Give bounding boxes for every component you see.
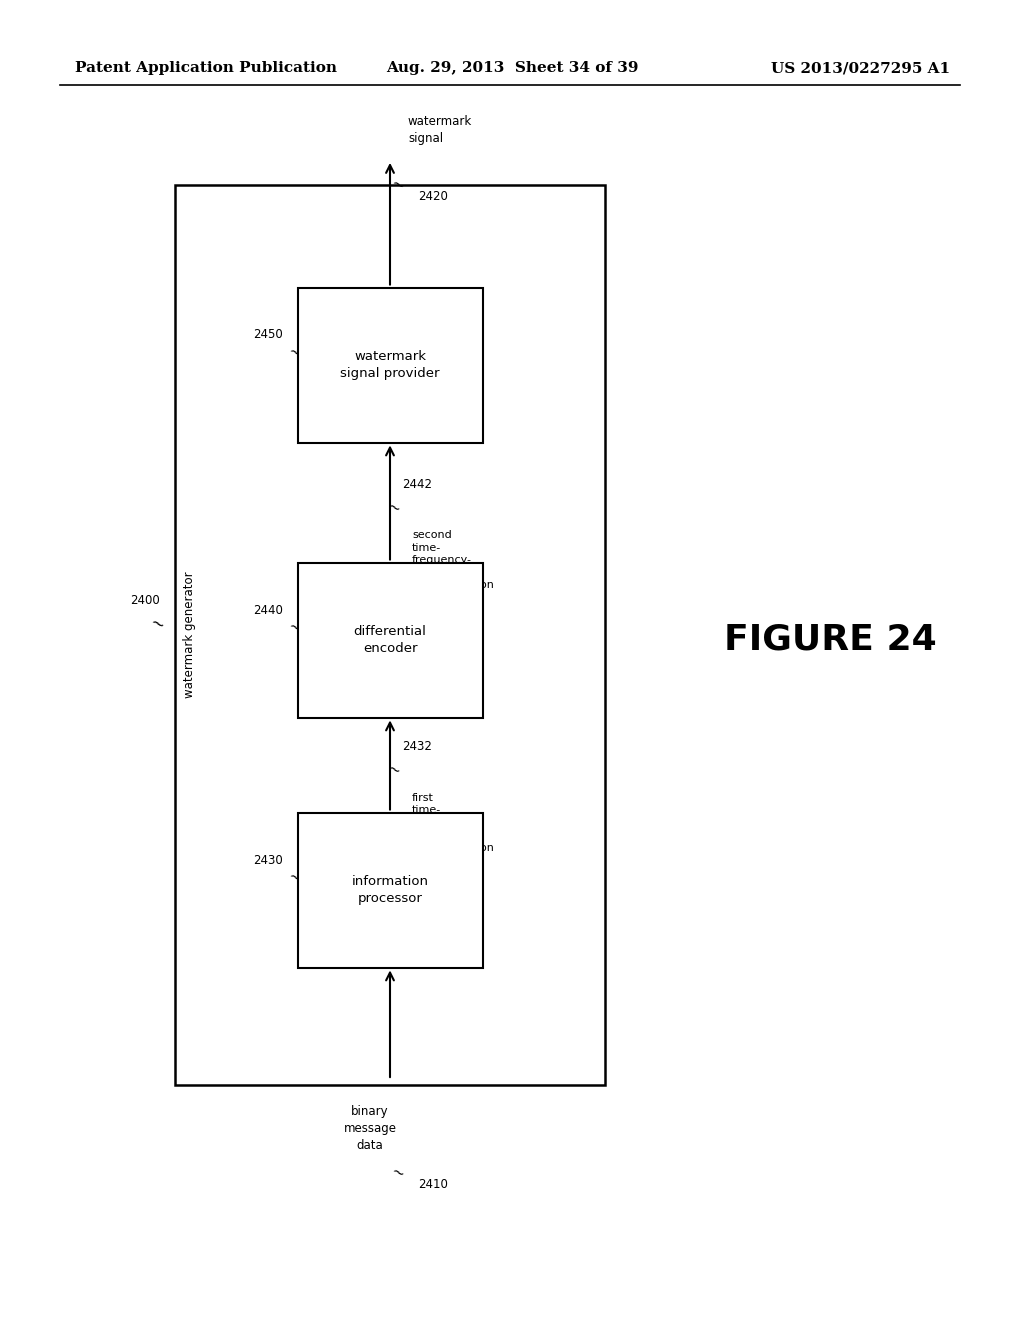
- Text: ~: ~: [286, 343, 303, 363]
- Text: ~: ~: [389, 1163, 407, 1183]
- Text: ~: ~: [385, 760, 403, 780]
- Text: 2410: 2410: [418, 1179, 447, 1192]
- Text: Aug. 29, 2013  Sheet 34 of 39: Aug. 29, 2013 Sheet 34 of 39: [386, 61, 638, 75]
- Text: watermark
signal: watermark signal: [408, 115, 472, 145]
- Text: Patent Application Publication: Patent Application Publication: [75, 61, 337, 75]
- Text: watermark
signal provider: watermark signal provider: [340, 350, 439, 380]
- Text: 2450: 2450: [253, 329, 283, 342]
- Text: ~: ~: [385, 498, 403, 517]
- Text: 2442: 2442: [402, 478, 432, 491]
- Text: differential
encoder: differential encoder: [353, 624, 426, 655]
- Text: ~: ~: [286, 619, 303, 638]
- Text: 2430: 2430: [253, 854, 283, 866]
- Text: 2432: 2432: [402, 741, 432, 754]
- Text: 2440: 2440: [253, 603, 283, 616]
- Text: ~: ~: [286, 869, 303, 887]
- Text: information
processor: information processor: [351, 875, 428, 906]
- Text: FIGURE 24: FIGURE 24: [724, 623, 936, 657]
- Text: second
time-
frequency-
domain
representation: second time- frequency- domain represent…: [412, 531, 494, 590]
- Bar: [298, 562, 482, 718]
- Bar: [175, 185, 605, 1085]
- Bar: [298, 288, 482, 442]
- Text: binary
message
data: binary message data: [343, 1105, 396, 1152]
- Bar: [298, 813, 482, 968]
- Text: 2420: 2420: [418, 190, 447, 203]
- Text: US 2013/0227295 A1: US 2013/0227295 A1: [771, 61, 950, 75]
- Text: watermark generator: watermark generator: [182, 572, 196, 698]
- Text: ~: ~: [146, 614, 167, 636]
- Text: ~: ~: [389, 176, 407, 194]
- Text: 2400: 2400: [130, 594, 160, 606]
- Text: first
time-
frequency-
domain
representation: first time- frequency- domain representa…: [412, 793, 494, 853]
